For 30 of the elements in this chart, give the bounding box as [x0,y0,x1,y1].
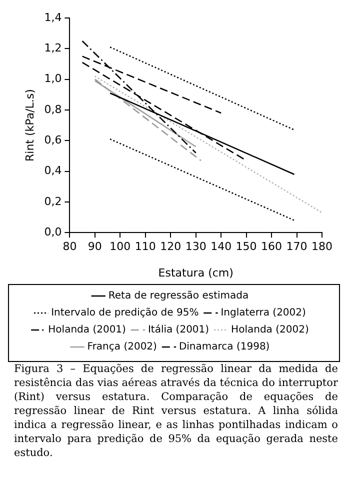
x-axis-title: Estatura (cm) [158,266,234,280]
legend-label: Holanda (2001) [48,324,126,336]
legend-label: Holanda (2002) [231,324,309,336]
x-tick-label: 130 [185,240,206,254]
y-tick-label: 0,8 [44,102,62,116]
legend-label: Inglaterra (2002) [220,308,306,319]
x-tick-label: 160 [261,240,282,254]
text: Figura 3 – Equações de regressão linear da medida de resistência das vias aéreas através da técnica do interruptor (Rint) versus estatura. Comparação de equações de regressão linear de Rint versus estatura. A linha sólida indica a regressão linear, e as linhas pontilhadas indicam o intervalo para predição de 95% da equação gerada neste estudo. [14,362,338,460]
y-tick-label: 0,4 [44,164,62,178]
legend-label: Dinamarca (1998) [178,342,270,353]
x-tick-label: 180 [312,240,332,254]
x-tick-label: 120 [160,240,182,254]
y-tick-label: 1,4 [44,10,62,24]
legend-label: Intervalo de predição de 95% [51,308,199,319]
x-tick-label: 140 [210,240,232,254]
x-tick-label: 150 [236,240,257,254]
x-tick-label: 110 [134,240,156,254]
x-tick-label: 170 [286,240,308,254]
y-tick-label: 0,6 [44,133,62,146]
legend-label: Reta de regressão estimada [108,290,249,302]
y-axis-title: Rint (kPa/L.s) [23,89,36,162]
legend-label: França (2002) [87,342,158,353]
x-tick-label: 100 [110,240,131,254]
y-tick-label: 0,0 [44,225,62,238]
legend-label: Itália (2001) [148,324,210,336]
x-tick-label: 80 [62,240,77,254]
y-tick-label: 1,0 [44,72,62,86]
y-tick-label: 1,2 [44,42,62,55]
x-tick-label: 90 [88,240,102,254]
y-tick-label: 0,2 [44,194,62,208]
